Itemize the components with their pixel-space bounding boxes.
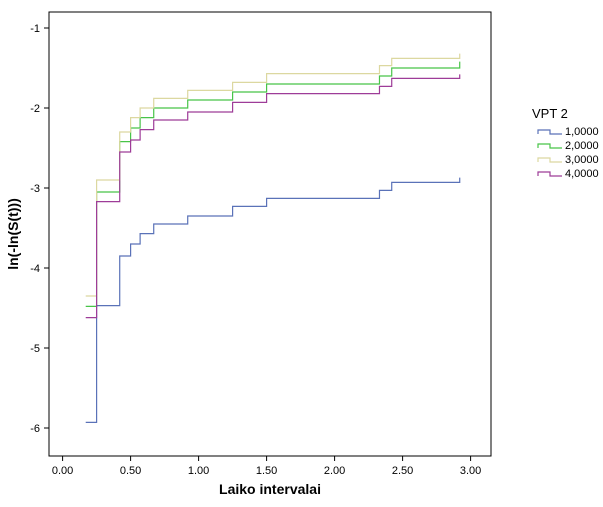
legend-title: VPT 2: [532, 106, 568, 121]
y-tick-label: -5: [30, 343, 40, 355]
y-tick-label: -4: [30, 263, 40, 275]
series-line-4: [85, 74, 461, 319]
legend-swatch-3: [537, 157, 562, 163]
x-tick-label: 1.50: [256, 465, 277, 477]
legend: VPT 2 1,0000 2,0000 3,0000 4,0000: [532, 106, 599, 180]
x-axis-label: Laiko intervalai: [219, 481, 321, 497]
series-line-3: [85, 53, 461, 297]
legend-label-1: 1,0000: [565, 126, 599, 138]
x-tick-label: 0.50: [120, 465, 141, 477]
y-tick-label: -6: [30, 423, 40, 435]
y-tick-label: -3: [30, 183, 40, 195]
x-tick-label: 2.00: [324, 465, 345, 477]
series-line-1: [85, 177, 461, 423]
plot-frame: [48, 11, 492, 457]
x-tick-label: 3.00: [460, 465, 481, 477]
legend-label-2: 2,0000: [565, 140, 599, 152]
y-tick-label: -2: [30, 103, 40, 115]
x-tick-label: 0.00: [52, 465, 73, 477]
legend-label-4: 4,0000: [565, 168, 599, 180]
y-axis-label: ln(-ln(S(t))): [5, 198, 21, 270]
x-tick-label: 1.00: [188, 465, 209, 477]
legend-label-3: 3,0000: [565, 154, 599, 166]
x-tick-label: 2.50: [392, 465, 413, 477]
legend-swatch-4: [537, 171, 562, 177]
series-line-2: [85, 61, 461, 307]
legend-swatch-1: [537, 129, 562, 135]
legend-swatch-2: [537, 143, 562, 149]
y-tick-label: -1: [30, 23, 40, 35]
